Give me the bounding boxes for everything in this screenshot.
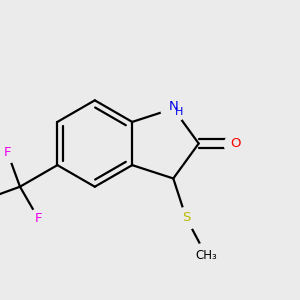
Text: N: N [168, 100, 178, 113]
Text: H: H [175, 106, 184, 117]
Text: S: S [182, 211, 190, 224]
Text: O: O [230, 137, 241, 150]
Text: F: F [34, 212, 42, 225]
Text: F: F [4, 146, 11, 159]
Text: CH₃: CH₃ [195, 249, 217, 262]
